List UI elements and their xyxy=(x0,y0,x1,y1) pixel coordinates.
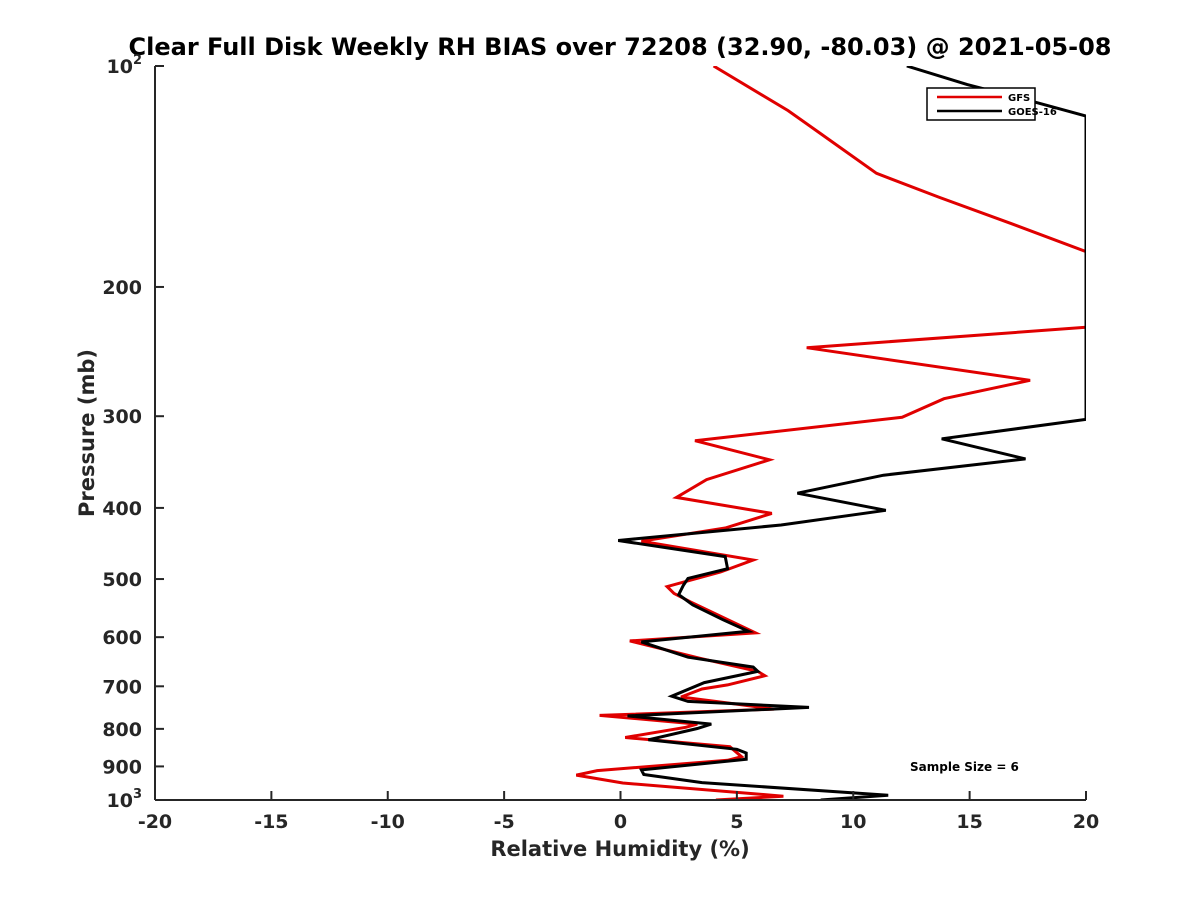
y-tick-label: 800 xyxy=(102,719,142,741)
y-tick-label: 500 xyxy=(102,569,142,591)
x-tick-label: -20 xyxy=(138,811,172,833)
y-tick-label: 700 xyxy=(102,676,142,698)
x-tick-label: 0 xyxy=(614,811,627,833)
y-tick-base: 10 xyxy=(107,790,133,812)
legend-label-gfs: GFS xyxy=(1008,93,1030,104)
legend-box xyxy=(926,87,1036,121)
series-layer xyxy=(575,66,1086,800)
x-tick-label: 15 xyxy=(956,811,982,833)
x-axis-label: Relative Humidity (%) xyxy=(490,837,749,861)
x-ticks: -20 -15 -10 -5 0 5 10 15 20 xyxy=(138,791,1099,833)
y-tick-exponent: 2 xyxy=(133,53,142,68)
y-tick-label: 900 xyxy=(102,756,142,778)
x-tick-label: -15 xyxy=(254,811,288,833)
y-tick-label: 102 xyxy=(107,53,143,78)
x-tick-label: 20 xyxy=(1073,811,1099,833)
legend-label-goes16: GOES-16 xyxy=(1008,107,1057,118)
legend: GFS GOES-16 xyxy=(926,87,1057,121)
x-tick-label: 5 xyxy=(730,811,743,833)
sample-size-annotation: Sample Size = 6 xyxy=(910,760,1019,774)
y-axis-label: Pressure (mb) xyxy=(75,349,99,517)
y-tick-base: 10 xyxy=(107,56,133,78)
y-tick-label: 200 xyxy=(102,277,142,299)
series-line-goes16 xyxy=(617,66,1086,800)
chart-title: Clear Full Disk Weekly RH BIAS over 7220… xyxy=(129,33,1112,61)
x-tick-label: -5 xyxy=(494,811,515,833)
y-tick-label: 400 xyxy=(102,498,142,520)
y-tick-label: 300 xyxy=(102,406,142,428)
x-tick-label: 10 xyxy=(840,811,866,833)
y-tick-label: 103 xyxy=(107,787,143,812)
x-tick-label: -10 xyxy=(371,811,405,833)
y-tick-exponent: 3 xyxy=(133,787,142,802)
y-tick-label: 600 xyxy=(102,627,142,649)
